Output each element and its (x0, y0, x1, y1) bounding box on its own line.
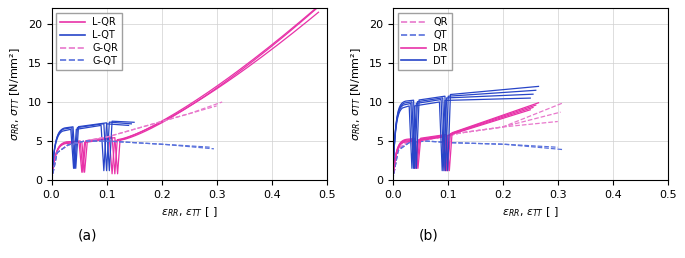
Text: (b): (b) (419, 228, 438, 242)
X-axis label: $\varepsilon_{RR}$, $\varepsilon_{TT}$ [ ]: $\varepsilon_{RR}$, $\varepsilon_{TT}$ [… (161, 205, 218, 219)
Text: (a): (a) (77, 228, 97, 242)
Legend: L-QR, L-QT, G-QR, G-QT: L-QR, L-QT, G-QR, G-QT (56, 13, 122, 70)
X-axis label: $\varepsilon_{RR}$, $\varepsilon_{TT}$ [ ]: $\varepsilon_{RR}$, $\varepsilon_{TT}$ [… (502, 205, 559, 219)
Y-axis label: $\sigma_{RR}$, $\sigma_{TT}$ [N/mm²]: $\sigma_{RR}$, $\sigma_{TT}$ [N/mm²] (8, 47, 22, 141)
Legend: QR, QT, DR, DT: QR, QT, DR, DT (397, 13, 452, 70)
Y-axis label: $\sigma_{RR}$, $\sigma_{TT}$ [N/mm²]: $\sigma_{RR}$, $\sigma_{TT}$ [N/mm²] (349, 47, 363, 141)
